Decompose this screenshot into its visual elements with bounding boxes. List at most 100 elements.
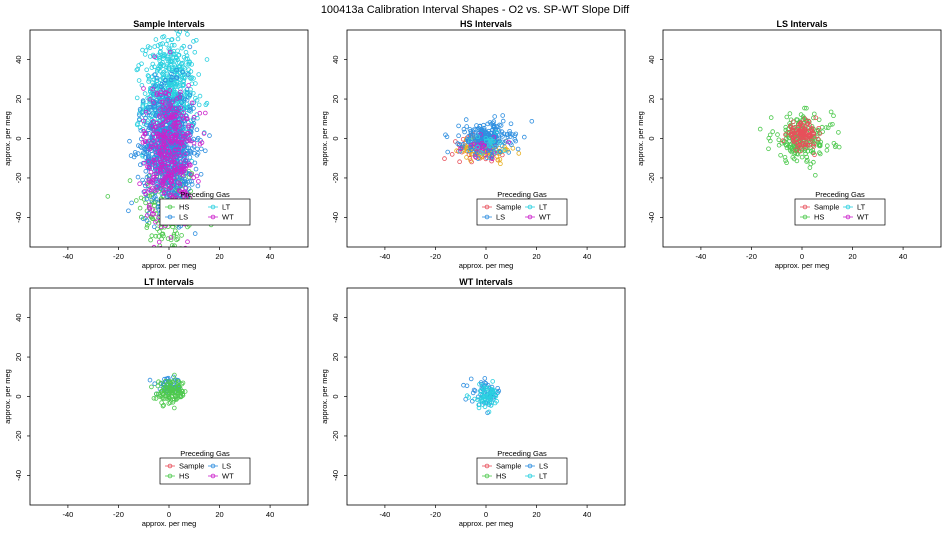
data-point-ls	[499, 132, 504, 137]
data-point-hs	[787, 148, 793, 153]
data-point-wt	[173, 106, 179, 111]
legend-swatch-marker	[210, 473, 216, 479]
data-point-hs	[161, 385, 167, 390]
data-point-lt	[481, 383, 486, 388]
y-axis-label: approx. per meg	[320, 369, 329, 424]
x-tick-label: 20	[848, 252, 856, 261]
data-point-ls	[179, 100, 184, 105]
data-point-wt	[170, 99, 176, 104]
data-point-ls	[469, 398, 475, 404]
data-point-lt	[186, 61, 192, 67]
chart-panel-4: LT Intervals -40 -20 0 20 40 -40 -20 0 20 40 approx…	[3, 277, 309, 528]
data-point-lt	[188, 76, 194, 82]
data-point-wt	[458, 146, 463, 152]
data-point-wt	[150, 211, 155, 217]
legend-entry-sample: Sample	[179, 462, 204, 471]
data-point-wt	[176, 120, 181, 125]
x-tick-label: -40	[379, 252, 390, 261]
data-point-wt	[141, 86, 146, 91]
data-point-hs	[149, 214, 155, 220]
data-point-lt	[192, 49, 198, 55]
data-point-ls	[195, 146, 200, 152]
data-point-hs	[168, 386, 173, 391]
data-point-wt	[162, 187, 168, 192]
y-tick-label: 0	[14, 394, 23, 398]
data-point-lt	[487, 393, 492, 398]
data-point-lt	[136, 78, 142, 83]
data-point-lt	[166, 66, 171, 71]
data-point-hs	[148, 237, 153, 243]
data-point-wt	[174, 113, 179, 119]
data-point-wt	[148, 144, 154, 150]
data-point-sample	[780, 138, 786, 144]
data-point-wt	[181, 194, 187, 199]
data-point-ls	[184, 87, 190, 92]
data-point-wt	[163, 113, 169, 119]
data-point-lt	[157, 50, 163, 55]
data-point-ls	[471, 387, 477, 393]
data-point-hs	[778, 153, 783, 158]
data-point-ls	[137, 107, 143, 112]
data-point-lt	[180, 82, 185, 88]
data-point-wt	[154, 90, 160, 96]
x-tick-label: -40	[62, 510, 73, 519]
data-point-lt	[178, 86, 183, 92]
data-point-ls	[529, 119, 535, 124]
data-point-wt	[176, 147, 182, 153]
data-point-lt	[176, 60, 182, 65]
points-layer	[757, 105, 842, 178]
data-point-wt	[178, 89, 183, 95]
data-point-lt	[160, 34, 165, 40]
x-tick-label: 20	[215, 252, 223, 261]
data-point-lt	[134, 95, 140, 101]
data-point-wt	[177, 94, 182, 100]
data-point-lt	[494, 130, 499, 135]
data-point-lt	[134, 67, 140, 73]
data-point-hs	[176, 379, 181, 384]
data-point-wt	[168, 125, 174, 130]
data-point-ls	[488, 148, 494, 153]
data-point-ls	[169, 71, 174, 77]
data-point-ls	[445, 149, 451, 155]
data-point-hs	[825, 125, 831, 131]
legend-entry-lt: LT	[222, 203, 231, 212]
data-point-hs	[134, 198, 139, 203]
data-point-lt	[194, 98, 200, 103]
data-point-hs	[816, 117, 822, 123]
data-point-is	[464, 155, 469, 160]
chart-panel-2: HS Intervals -40 -20 0 20 40 -40 -20 0 20 40 approx…	[320, 19, 626, 270]
data-point-ls	[141, 216, 146, 222]
data-point-hs	[174, 231, 180, 236]
data-point-hs	[792, 150, 798, 156]
data-point-wt	[162, 133, 167, 139]
data-point-ls	[466, 133, 472, 139]
y-tick-label: 0	[647, 136, 656, 140]
data-point-lt	[170, 94, 176, 99]
y-tick-label: -20	[14, 173, 23, 184]
data-point-sample	[817, 131, 823, 136]
data-point-wt	[481, 142, 486, 148]
data-point-lt	[164, 42, 169, 47]
panel-title: LT Intervals	[144, 277, 194, 287]
data-point-wt	[167, 88, 173, 93]
data-point-wt	[154, 171, 159, 177]
data-point-wt	[151, 175, 157, 180]
data-point-wt	[160, 164, 165, 170]
data-point-sample	[811, 144, 817, 149]
legend-swatch-marker	[802, 214, 808, 220]
data-point-wt	[468, 142, 474, 148]
data-point-wt	[169, 192, 174, 198]
data-point-wt	[173, 127, 178, 132]
panel-title: LS Intervals	[776, 19, 827, 29]
data-point-hs	[149, 233, 155, 239]
data-point-sample	[812, 152, 817, 158]
legend-swatch-marker	[210, 463, 216, 469]
data-point-sample	[807, 142, 812, 148]
data-point-wt	[151, 100, 156, 105]
data-point-wt	[147, 206, 153, 212]
data-point-wt	[176, 110, 181, 116]
x-tick-label: 20	[532, 510, 540, 519]
data-point-hs	[830, 122, 835, 127]
data-point-ls	[187, 148, 193, 154]
